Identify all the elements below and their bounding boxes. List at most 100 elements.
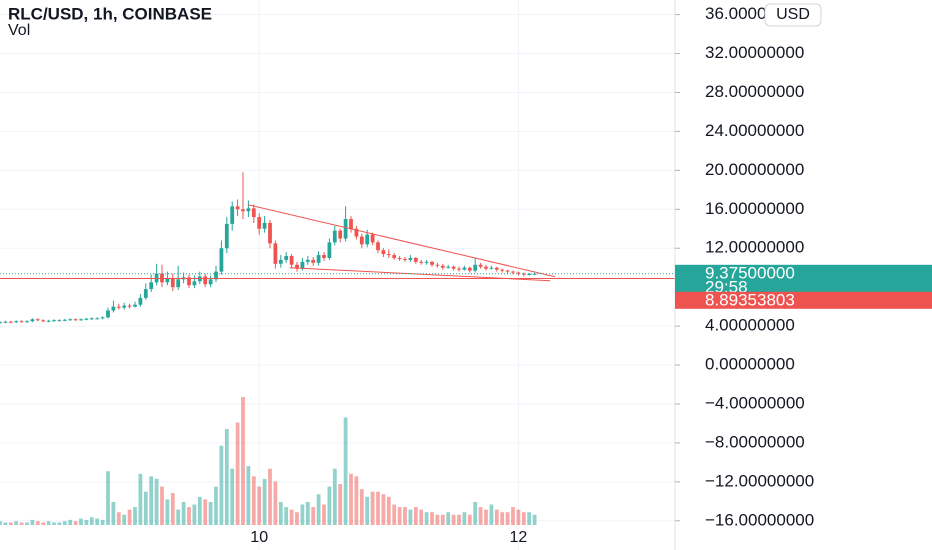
candle-body <box>365 234 370 245</box>
candle-body <box>133 304 137 307</box>
candle-body <box>111 306 116 311</box>
candle-body <box>338 230 343 239</box>
candle-body <box>521 273 526 275</box>
candle-body <box>19 321 24 323</box>
volume-bar <box>100 519 105 525</box>
volume-bar <box>95 518 100 525</box>
volume-bar <box>46 521 51 525</box>
candle-body <box>500 269 505 271</box>
candle-body <box>214 271 218 280</box>
candle-body <box>127 305 132 307</box>
y-tick-label: −4.00000000 <box>705 393 805 412</box>
candle-body <box>311 259 316 263</box>
candle-body <box>446 266 451 268</box>
volume-bar <box>327 486 332 525</box>
volume-bar <box>262 478 267 525</box>
candle-body <box>138 297 143 305</box>
candle-body <box>516 272 521 274</box>
y-tick-label: 28.00000000 <box>705 82 804 101</box>
y-tick-label: 4.00000000 <box>705 316 795 335</box>
volume-bar <box>332 468 337 525</box>
candle-body <box>473 264 478 271</box>
candle-body <box>386 254 391 256</box>
candle-body <box>397 257 402 259</box>
volume-bar <box>30 519 35 525</box>
volume-bar <box>532 514 537 525</box>
volume-bar <box>73 521 78 525</box>
candle-body <box>413 257 418 262</box>
candle-body <box>289 256 294 265</box>
volume-bar <box>224 429 229 525</box>
candle-body <box>230 206 235 224</box>
volume-bar <box>268 468 272 525</box>
y-tick-label: 32.00000000 <box>705 43 804 62</box>
y-tick-label: 12.00000000 <box>705 238 804 257</box>
candle-body <box>160 273 164 283</box>
candle-body <box>176 279 181 288</box>
volume-bar <box>84 519 89 525</box>
candle-body <box>68 319 73 321</box>
candle-body <box>241 209 245 212</box>
candle-body <box>392 255 397 258</box>
volume-bar <box>505 512 510 525</box>
currency-label[interactable]: USD <box>776 6 810 23</box>
volume-bar <box>424 512 429 525</box>
candle-body <box>440 265 445 268</box>
volume-bar <box>354 476 359 525</box>
volume-bar <box>19 522 24 525</box>
candle-body <box>192 281 197 286</box>
volume-bar <box>192 504 197 525</box>
candle-body <box>359 236 364 245</box>
candle-body <box>403 258 407 260</box>
volume-bar <box>516 509 521 525</box>
volume-bar <box>386 496 391 525</box>
volume-bar <box>484 509 488 525</box>
candle-body <box>224 223 229 249</box>
candle-body <box>46 320 51 322</box>
candle-body <box>343 219 348 239</box>
volume-bar <box>451 514 456 525</box>
volume-bar <box>246 466 251 525</box>
candle-body <box>527 274 532 276</box>
candle-body <box>381 250 386 255</box>
y-tick-label: 0.00000000 <box>705 355 795 374</box>
currency-button[interactable] <box>764 3 822 27</box>
volume-bar <box>0 521 2 525</box>
volume-bar <box>251 476 256 525</box>
volume-bar <box>160 486 164 525</box>
x-tick-label: 10 <box>250 529 268 546</box>
candle-body <box>494 267 499 270</box>
candle-body <box>511 271 515 273</box>
candle-body <box>165 278 170 283</box>
candle-body <box>3 321 8 323</box>
y-tick-label: 24.00000000 <box>705 121 804 140</box>
volume-bar <box>392 504 397 525</box>
volume-bar <box>154 478 159 525</box>
volume-bar <box>8 522 13 525</box>
candle-body <box>106 310 110 318</box>
volume-bar <box>214 486 218 525</box>
volume-bar <box>430 512 434 525</box>
candle-body <box>322 255 326 258</box>
candle-body <box>57 320 62 322</box>
volume-bar <box>79 518 83 525</box>
volume-bar <box>181 501 186 525</box>
volume-bar <box>289 509 294 525</box>
volume-bar <box>397 507 402 525</box>
candle-body <box>349 219 353 229</box>
volume-bar <box>305 501 310 525</box>
candle-body <box>95 318 100 320</box>
volume-bar <box>478 507 483 525</box>
candle-body <box>316 255 321 263</box>
volume-bar <box>57 522 62 525</box>
volume-bar <box>257 486 262 525</box>
volume-bar <box>462 512 467 525</box>
volume-bar <box>473 501 478 525</box>
volume-bar <box>521 512 526 525</box>
candle-body <box>251 208 256 218</box>
volume-bar <box>149 476 154 525</box>
volume-bar <box>295 512 299 525</box>
volume-bar <box>338 484 343 525</box>
candle-body <box>149 282 154 290</box>
candle-body <box>25 321 29 323</box>
